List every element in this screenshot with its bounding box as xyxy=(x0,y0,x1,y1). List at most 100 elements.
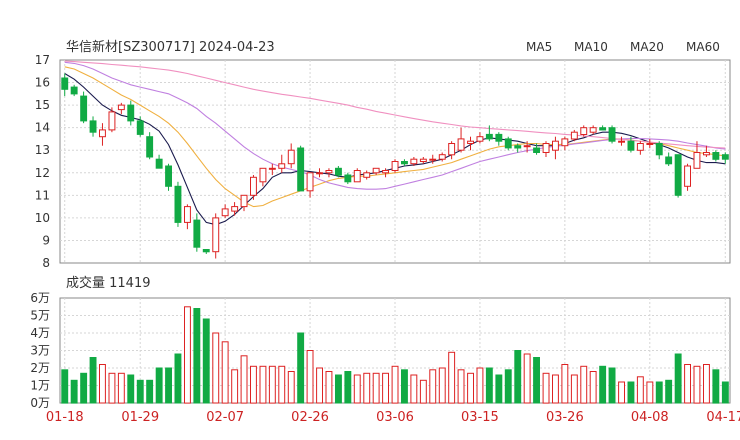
candle xyxy=(693,141,701,169)
candle xyxy=(712,150,720,162)
volume-bar xyxy=(391,365,399,404)
volume-bar xyxy=(146,379,154,404)
candle-body xyxy=(457,138,465,151)
candle xyxy=(353,168,361,183)
candle-body xyxy=(231,206,239,212)
date-tick-label: 03-26 xyxy=(546,410,584,425)
candle xyxy=(80,91,88,124)
candle-body xyxy=(391,161,399,171)
candle xyxy=(485,125,493,142)
candle xyxy=(580,125,588,137)
candle-body xyxy=(240,194,248,208)
candle-body xyxy=(646,143,654,145)
candle xyxy=(684,163,691,191)
candle-body xyxy=(287,149,295,165)
candle-body xyxy=(89,120,97,133)
volume-panel: 成交量 11419 xyxy=(66,275,151,291)
candle-body xyxy=(325,170,333,174)
volume-bar xyxy=(514,350,522,404)
candle xyxy=(636,141,644,155)
candle xyxy=(202,249,210,254)
candle-body xyxy=(684,165,691,187)
volume-bar xyxy=(410,374,418,404)
volume-bar xyxy=(646,381,654,404)
volume-bar xyxy=(504,369,512,404)
candle-body xyxy=(552,140,559,151)
date-tick-label: 04-08 xyxy=(631,410,669,425)
volume-bar xyxy=(221,341,229,404)
volume-bar xyxy=(684,364,691,404)
volume-bar xyxy=(382,372,390,404)
candle-body xyxy=(306,172,314,192)
candle xyxy=(221,204,229,218)
volume-bar xyxy=(703,364,710,404)
candle-body xyxy=(448,143,456,156)
candle xyxy=(665,152,673,167)
volume-bar xyxy=(202,318,210,404)
date-tick-label: 03-06 xyxy=(376,410,414,425)
volume-tick-label: 2万 xyxy=(30,361,50,375)
price-tick-label: 13 xyxy=(35,143,50,157)
candle xyxy=(240,194,248,212)
volume-bar xyxy=(316,367,324,404)
volume-bar xyxy=(419,379,427,404)
candle-body xyxy=(363,172,371,178)
volume-bar xyxy=(693,365,701,404)
volume-bar xyxy=(721,381,729,404)
volume-bar xyxy=(250,365,257,404)
candle xyxy=(259,167,267,187)
candle xyxy=(335,166,342,178)
candle xyxy=(372,167,380,176)
volume-bar xyxy=(467,372,475,404)
candle xyxy=(117,102,125,115)
price-tick-label: 8 xyxy=(42,256,50,270)
candle xyxy=(99,123,106,146)
candle xyxy=(297,145,305,192)
chart-title: 华信新材[SZ300717] 2024-04-23 xyxy=(66,39,275,55)
candle-body xyxy=(636,143,644,151)
candle-body xyxy=(184,206,191,223)
candle-body xyxy=(316,172,324,175)
volume-bar xyxy=(552,374,559,404)
candle xyxy=(278,154,286,173)
volume-bar xyxy=(99,364,106,404)
candle-body xyxy=(703,152,710,156)
date-tick-label: 04-17 xyxy=(706,410,740,425)
candle xyxy=(184,204,191,230)
volume-bar xyxy=(344,371,352,404)
volume-bar xyxy=(608,367,616,404)
volume-bar xyxy=(155,367,163,404)
candle xyxy=(504,136,512,151)
volume-bar xyxy=(259,365,267,404)
candle-body xyxy=(212,217,220,253)
candle xyxy=(703,145,710,157)
volume-bar xyxy=(80,372,88,404)
price-tick-label: 10 xyxy=(35,211,50,225)
volume-bar xyxy=(136,379,144,404)
candle-body xyxy=(344,174,352,183)
candle-body xyxy=(580,127,588,135)
candle xyxy=(514,143,522,153)
candle xyxy=(467,136,475,151)
candle xyxy=(429,154,437,164)
candle xyxy=(561,136,569,151)
candle-body xyxy=(108,111,116,131)
volume-tick-label: 0万 xyxy=(30,396,50,410)
candle-body xyxy=(485,133,493,140)
candle xyxy=(306,172,314,198)
volume-bar xyxy=(665,379,673,404)
volume-bar xyxy=(448,351,456,404)
candle xyxy=(655,141,663,160)
candle-body xyxy=(146,136,154,158)
candle-body xyxy=(476,136,484,142)
volume-bar xyxy=(70,379,78,404)
candle-body xyxy=(410,158,418,165)
candle xyxy=(155,154,163,169)
date-tick-label: 02-26 xyxy=(291,410,329,425)
price-tick-label: 9 xyxy=(42,233,50,247)
candle xyxy=(589,125,597,135)
candle-body xyxy=(589,127,597,133)
volume-bar xyxy=(627,381,635,404)
candle-body xyxy=(618,140,625,143)
